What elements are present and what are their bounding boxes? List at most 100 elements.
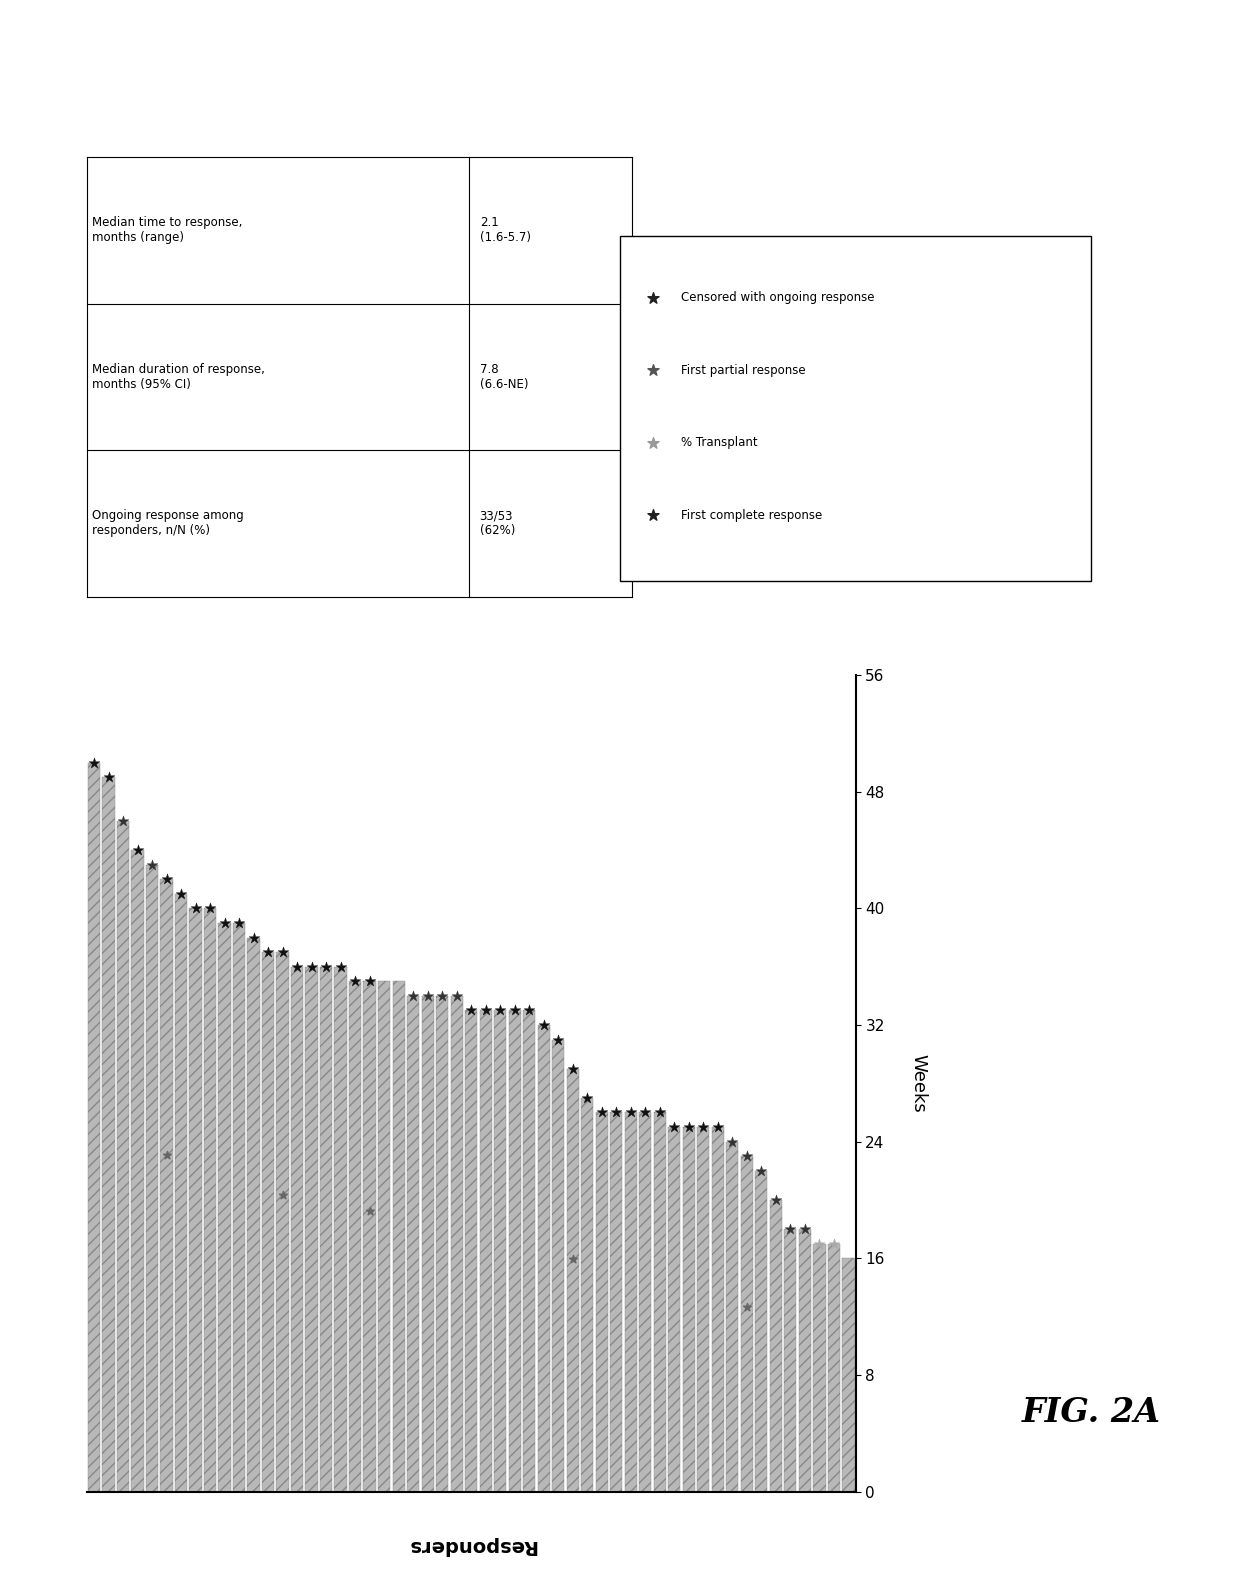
Point bbox=[186, 896, 206, 922]
Point bbox=[288, 955, 308, 980]
Point bbox=[644, 286, 663, 311]
Point bbox=[578, 1085, 598, 1110]
Bar bbox=[595, 1113, 608, 1492]
Bar bbox=[277, 951, 289, 1492]
Text: Responders: Responders bbox=[407, 1537, 536, 1556]
Point bbox=[476, 999, 496, 1024]
Bar bbox=[465, 1011, 477, 1492]
Bar bbox=[88, 763, 100, 1492]
Bar bbox=[610, 1113, 622, 1492]
Point bbox=[644, 430, 663, 455]
Bar bbox=[653, 1113, 666, 1492]
Point bbox=[766, 1187, 786, 1212]
Bar bbox=[740, 1156, 753, 1492]
Point bbox=[693, 1115, 713, 1140]
Text: 2.1
(1.6-5.7): 2.1 (1.6-5.7) bbox=[480, 217, 531, 245]
Text: First partial response: First partial response bbox=[681, 364, 806, 377]
Text: First complete response: First complete response bbox=[681, 509, 822, 521]
Bar bbox=[305, 967, 317, 1492]
Bar bbox=[407, 995, 419, 1492]
Bar bbox=[523, 1011, 536, 1492]
Point bbox=[823, 1231, 843, 1256]
Text: % Transplant: % Transplant bbox=[681, 436, 758, 449]
Text: Censored with ongoing response: Censored with ongoing response bbox=[681, 290, 874, 305]
Bar bbox=[508, 1011, 521, 1492]
Point bbox=[244, 925, 264, 950]
Point bbox=[810, 1231, 830, 1256]
Point bbox=[301, 955, 321, 980]
Bar bbox=[218, 923, 231, 1492]
Point bbox=[533, 1013, 553, 1038]
Bar bbox=[393, 981, 404, 1492]
Bar bbox=[160, 879, 172, 1492]
Bar bbox=[320, 967, 332, 1492]
Point bbox=[156, 1143, 176, 1168]
Bar bbox=[538, 1025, 549, 1492]
Bar bbox=[103, 777, 115, 1492]
Point bbox=[751, 1159, 771, 1184]
Bar bbox=[291, 967, 304, 1492]
Bar bbox=[582, 1097, 594, 1491]
Bar bbox=[567, 1069, 579, 1492]
Bar bbox=[683, 1127, 694, 1492]
Bar bbox=[175, 893, 187, 1492]
Bar bbox=[727, 1141, 739, 1491]
Point bbox=[548, 1027, 568, 1052]
Bar bbox=[146, 865, 159, 1492]
Point bbox=[490, 999, 510, 1024]
Point bbox=[128, 837, 148, 862]
Bar bbox=[668, 1127, 681, 1492]
Bar bbox=[203, 909, 216, 1492]
Bar bbox=[348, 981, 361, 1492]
Bar bbox=[552, 1039, 564, 1492]
Bar bbox=[712, 1127, 724, 1492]
Text: 33/53
(62%): 33/53 (62%) bbox=[480, 509, 515, 537]
Bar bbox=[422, 995, 434, 1492]
Point bbox=[520, 999, 539, 1024]
Point bbox=[795, 1217, 815, 1242]
Bar bbox=[799, 1229, 811, 1491]
Bar bbox=[813, 1243, 826, 1492]
Point bbox=[644, 358, 663, 383]
Point bbox=[200, 896, 219, 922]
Bar bbox=[827, 1243, 839, 1492]
Bar bbox=[262, 951, 274, 1492]
Point bbox=[446, 983, 466, 1008]
Point bbox=[418, 983, 438, 1008]
Bar bbox=[770, 1199, 782, 1492]
Text: 7.8
(6.6-NE): 7.8 (6.6-NE) bbox=[480, 363, 528, 391]
Point bbox=[591, 1101, 611, 1126]
Point bbox=[737, 1143, 756, 1168]
Text: FIG. 2A: FIG. 2A bbox=[1022, 1396, 1161, 1430]
Bar bbox=[363, 981, 376, 1492]
Bar bbox=[248, 937, 259, 1492]
Point bbox=[360, 969, 379, 994]
Point bbox=[156, 867, 176, 892]
FancyBboxPatch shape bbox=[620, 236, 1091, 581]
Point bbox=[678, 1115, 698, 1140]
Point bbox=[113, 809, 133, 834]
Bar bbox=[378, 981, 391, 1492]
Point bbox=[737, 1295, 756, 1320]
Text: Ongoing response among
responders, n/N (%): Ongoing response among responders, n/N (… bbox=[92, 509, 244, 537]
Text: Median time to response,
months (range): Median time to response, months (range) bbox=[92, 217, 243, 245]
Point bbox=[461, 999, 481, 1024]
Point bbox=[433, 983, 453, 1008]
Point bbox=[563, 1247, 583, 1272]
Point bbox=[84, 750, 104, 776]
Point bbox=[143, 853, 162, 878]
Bar bbox=[494, 1011, 506, 1492]
Bar bbox=[784, 1229, 796, 1491]
Point bbox=[650, 1101, 670, 1126]
Point bbox=[316, 955, 336, 980]
Point bbox=[360, 1198, 379, 1223]
Bar bbox=[233, 923, 246, 1492]
Bar bbox=[335, 967, 347, 1492]
Point bbox=[403, 983, 423, 1008]
Point bbox=[273, 1182, 293, 1207]
Bar bbox=[625, 1113, 637, 1492]
Point bbox=[723, 1129, 743, 1154]
Point bbox=[99, 765, 119, 790]
Point bbox=[505, 999, 525, 1024]
Point bbox=[229, 911, 249, 936]
